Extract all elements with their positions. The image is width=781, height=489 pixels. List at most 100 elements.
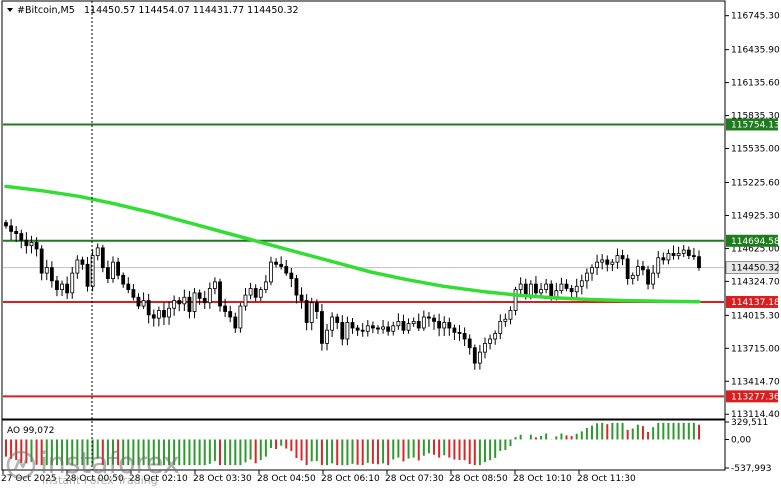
- candle-body: [248, 288, 253, 296]
- candle-body: [182, 296, 187, 305]
- ao-indicator-title: AO 99,072: [7, 426, 54, 436]
- time-tick-label: 28 Oct 10:10: [513, 474, 572, 484]
- candle-body: [630, 274, 635, 280]
- candle-body: [192, 292, 197, 312]
- price-tick-label: 115835.30: [731, 112, 780, 122]
- candle-body: [600, 259, 605, 263]
- candle-body: [528, 283, 533, 296]
- candle-body: [162, 310, 166, 318]
- candle-body: [75, 259, 80, 274]
- candle-body: [406, 323, 411, 331]
- candle-body: [14, 231, 19, 234]
- candle-body: [447, 322, 452, 329]
- price-tick-label: 114015.30: [731, 311, 780, 321]
- candle-body: [263, 281, 268, 290]
- time-tick-label: 28 Oct 11:30: [577, 474, 636, 484]
- time-tick-label: 28 Oct 08:50: [449, 474, 508, 484]
- candle-body: [411, 321, 416, 325]
- candle-body: [345, 322, 350, 340]
- candle-body: [381, 326, 385, 330]
- candle-body: [151, 314, 156, 319]
- ao-tick-label: 329,511: [731, 418, 768, 428]
- candle-body: [391, 325, 396, 332]
- candle-body: [579, 280, 584, 287]
- candle-body: [615, 255, 620, 263]
- candle-body: [284, 266, 289, 274]
- candle-body: [386, 326, 391, 332]
- candle-body: [513, 289, 518, 311]
- candle-body: [508, 310, 513, 320]
- candle-body: [457, 331, 462, 334]
- candle-body: [651, 272, 656, 285]
- candle-body: [172, 300, 177, 309]
- candle-body: [646, 269, 650, 285]
- candle-body: [320, 311, 324, 344]
- candle-body: [498, 321, 503, 334]
- candle-body: [289, 272, 294, 280]
- candle-body: [243, 294, 248, 307]
- candle-body: [472, 347, 477, 364]
- ao-tick-label: 0,00: [731, 435, 751, 445]
- candle-body: [574, 285, 579, 293]
- candle-body: [156, 310, 161, 319]
- candle-body: [60, 283, 64, 290]
- candle-body: [187, 296, 192, 312]
- candle-body: [396, 321, 401, 327]
- price-tick-label: 114324.70: [731, 277, 780, 287]
- price-tick-label: 115225.60: [731, 178, 780, 188]
- candle-body: [233, 316, 238, 329]
- price-tick-label: 114925.30: [731, 211, 780, 221]
- candle-body: [49, 267, 54, 282]
- candle-body: [697, 256, 701, 269]
- candle-body: [213, 281, 217, 289]
- candle-body: [70, 272, 75, 294]
- candle-body: [100, 247, 105, 269]
- price-tick-label: 114625.00: [731, 244, 780, 254]
- candle-body: [488, 338, 492, 344]
- time-tick-label: 28 Oct 03:30: [193, 474, 252, 484]
- candle-body: [24, 239, 29, 247]
- candle-body: [111, 261, 115, 280]
- candle-body: [269, 261, 273, 283]
- candle-body: [309, 302, 314, 323]
- moving-average-line: [4, 184, 701, 304]
- candle-body: [437, 321, 442, 329]
- candle-body: [544, 283, 549, 290]
- candle-body: [314, 302, 319, 312]
- candle-body: [330, 316, 335, 331]
- candle-body: [177, 300, 182, 305]
- candle-body: [666, 252, 671, 261]
- candle-body: [207, 288, 212, 304]
- candle-body: [167, 307, 171, 318]
- candle-body: [131, 289, 136, 298]
- price-tick-label: 116135.60: [731, 79, 780, 89]
- price-tick-label: 113715.00: [731, 344, 780, 354]
- candle-body: [671, 252, 676, 256]
- candle-body: [477, 351, 482, 364]
- candle-body: [44, 267, 49, 274]
- candle-body: [635, 266, 640, 276]
- level-price-label: 114137.18: [731, 298, 780, 308]
- candle-body: [95, 247, 100, 256]
- time-tick-label: 28 Oct 04:50: [257, 474, 316, 484]
- candle-body: [29, 241, 34, 247]
- candle-body: [584, 272, 589, 282]
- candle-body: [55, 280, 59, 290]
- candle-body: [253, 288, 258, 298]
- level-price-badge: [726, 234, 778, 247]
- candle-body: [681, 249, 686, 254]
- level-price-badge: [726, 295, 778, 308]
- candle-body: [335, 316, 340, 323]
- candle-body: [549, 283, 554, 298]
- candle-body: [595, 261, 599, 269]
- candle-body: [462, 333, 467, 340]
- dropdown-triangle-icon[interactable]: [7, 8, 13, 12]
- ohlc-values: 114450.57 114454.07 114431.77 114450.32: [84, 5, 299, 16]
- candle-body: [228, 311, 233, 318]
- candle-body: [610, 261, 615, 265]
- candle-body: [355, 327, 360, 331]
- current-price-badge: [725, 261, 779, 274]
- candle-body: [442, 322, 447, 329]
- price-tick-label: 116435.90: [731, 46, 780, 56]
